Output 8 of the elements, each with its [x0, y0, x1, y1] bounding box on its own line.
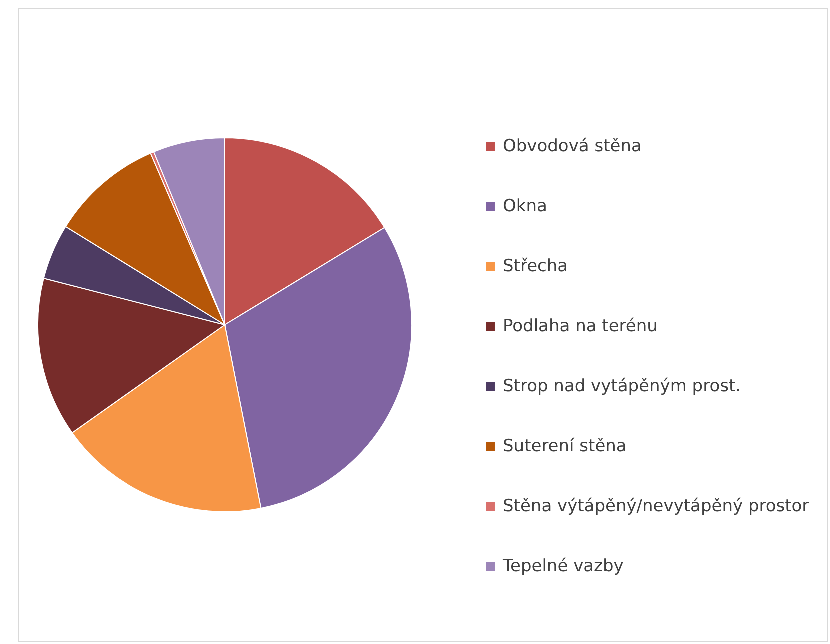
legend-label: Stěna výtápěný/nevytápěný prostor — [503, 496, 810, 516]
legend-label: Okna — [503, 196, 548, 216]
legend-label: Podlaha na terénu — [503, 316, 658, 336]
legend-label: Tepelné vazby — [502, 556, 624, 576]
legend-label: Střecha — [503, 256, 568, 276]
legend-label: Strop nad vytápěným prost. — [503, 376, 742, 396]
legend-label: Obvodová stěna — [503, 136, 642, 156]
legend-label: Suterení stěna — [503, 436, 627, 456]
